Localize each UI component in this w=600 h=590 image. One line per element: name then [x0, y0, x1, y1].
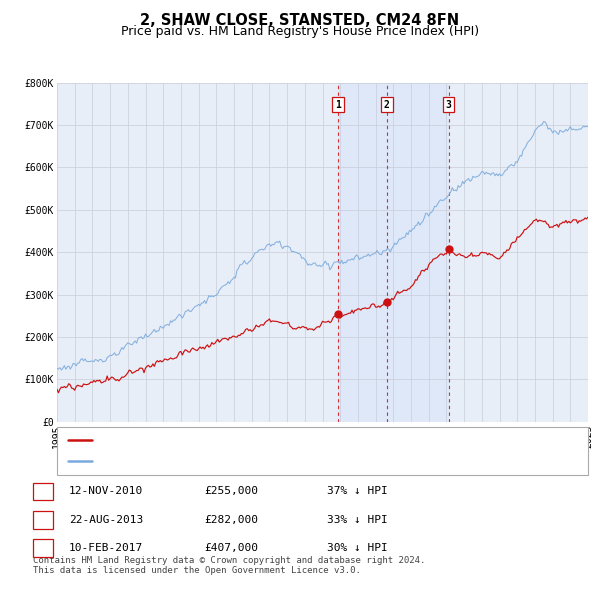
- Bar: [387, 83, 449, 422]
- Text: 2: 2: [384, 100, 390, 110]
- Text: 22-AUG-2013: 22-AUG-2013: [69, 515, 143, 525]
- Text: 2: 2: [40, 515, 46, 525]
- Text: 10-FEB-2017: 10-FEB-2017: [69, 543, 143, 553]
- Text: £282,000: £282,000: [204, 515, 258, 525]
- Text: Price paid vs. HM Land Registry's House Price Index (HPI): Price paid vs. HM Land Registry's House …: [121, 25, 479, 38]
- Text: 1: 1: [40, 487, 46, 496]
- Text: 30% ↓ HPI: 30% ↓ HPI: [327, 543, 388, 553]
- Text: 3: 3: [446, 100, 451, 110]
- Text: 12-NOV-2010: 12-NOV-2010: [69, 487, 143, 496]
- Text: 33% ↓ HPI: 33% ↓ HPI: [327, 515, 388, 525]
- Text: HPI: Average price, detached house, Uttlesford: HPI: Average price, detached house, Uttl…: [96, 457, 407, 467]
- Text: £407,000: £407,000: [204, 543, 258, 553]
- Text: £255,000: £255,000: [204, 487, 258, 496]
- Text: Contains HM Land Registry data © Crown copyright and database right 2024.
This d: Contains HM Land Registry data © Crown c…: [33, 556, 425, 575]
- Bar: [338, 83, 387, 422]
- Text: 2, SHAW CLOSE, STANSTED, CM24 8FN: 2, SHAW CLOSE, STANSTED, CM24 8FN: [140, 13, 460, 28]
- Text: 37% ↓ HPI: 37% ↓ HPI: [327, 487, 388, 496]
- Text: 1: 1: [335, 100, 341, 110]
- Text: 2, SHAW CLOSE, STANSTED, CM24 8FN (detached house): 2, SHAW CLOSE, STANSTED, CM24 8FN (detac…: [96, 435, 433, 445]
- Text: 3: 3: [40, 543, 46, 553]
